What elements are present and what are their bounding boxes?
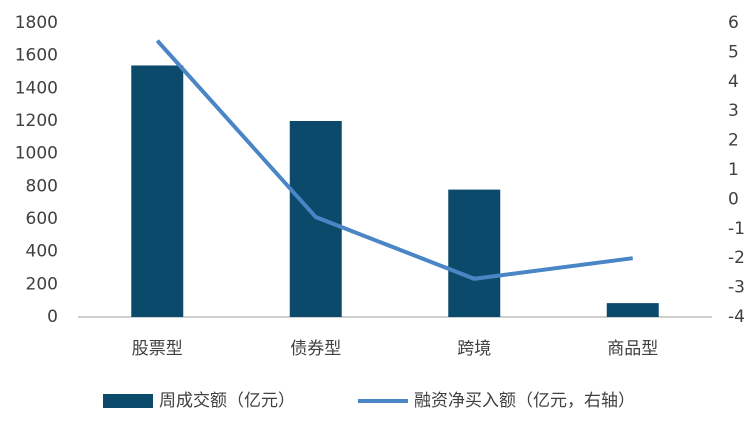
x-tick-label: 债券型 xyxy=(290,339,341,359)
x-tick-label: 商品型 xyxy=(607,339,658,359)
y-tick-label: 0 xyxy=(47,307,58,327)
bar xyxy=(448,189,501,317)
y2-tick-label: 2 xyxy=(728,131,739,151)
legend-swatch xyxy=(103,394,153,408)
bar xyxy=(606,303,659,317)
y-tick-label: 1600 xyxy=(15,46,58,66)
y2-tick-label: -4 xyxy=(728,307,745,327)
line xyxy=(155,39,634,281)
y-tick-label: 800 xyxy=(26,176,58,196)
y-tick-label: 200 xyxy=(26,274,58,294)
y2-tick-label: 4 xyxy=(728,72,739,92)
legend-label: 融资净买入额（亿元，右轴） xyxy=(414,391,635,411)
y-tick-label: 1400 xyxy=(15,78,58,98)
y-tick-label: 1000 xyxy=(15,144,58,164)
y-tick-label: 1200 xyxy=(15,111,58,131)
y-tick-label: 1800 xyxy=(15,13,58,33)
legend-label: 周成交额（亿元） xyxy=(159,391,295,411)
y2-tick-label: 0 xyxy=(728,189,739,209)
x-tick-label: 跨境 xyxy=(457,339,491,359)
x-tick-label: 股票型 xyxy=(132,339,183,359)
y2-tick-label: -1 xyxy=(728,219,745,239)
bar xyxy=(131,65,184,317)
y2-tick-label: 5 xyxy=(728,42,739,62)
y2-tick-label: 6 xyxy=(728,13,739,33)
y2-tick-label: -3 xyxy=(728,278,745,298)
y2-tick-label: -2 xyxy=(728,248,745,268)
y-tick-label: 400 xyxy=(26,242,58,262)
y2-tick-label: 3 xyxy=(728,101,739,121)
y-tick-label: 600 xyxy=(26,209,58,229)
y2-tick-label: 1 xyxy=(728,160,739,180)
